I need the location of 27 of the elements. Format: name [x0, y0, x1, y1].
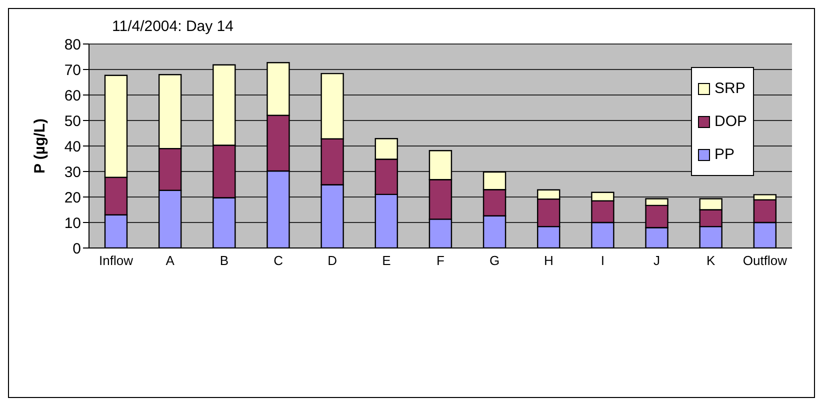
x-tick-label: F	[436, 253, 445, 268]
x-tick-label: J	[654, 253, 660, 268]
y-tick-label: 30	[64, 164, 81, 181]
legend-label: SRP	[714, 80, 746, 97]
y-tick-label: 20	[64, 189, 81, 206]
x-tick-label: H	[544, 253, 554, 268]
x-tick-label: Inflow	[99, 253, 134, 268]
y-tick-label: 40	[64, 138, 81, 156]
legend-label: PP	[714, 146, 734, 163]
y-tick-label: 0	[72, 240, 81, 258]
x-tick-label: G	[490, 253, 500, 268]
x-tick-label: A	[166, 253, 175, 268]
chart-title: 11/4/2004: Day 14	[112, 18, 234, 35]
y-tick-label: 10	[64, 214, 81, 232]
x-tick-label: E	[382, 253, 392, 268]
y-tick-label: 50	[64, 112, 81, 130]
x-tick-label: C	[274, 253, 283, 268]
x-tick-label: K	[706, 253, 716, 268]
y-tick-label: 80	[64, 36, 81, 54]
y-axis-title: P (µg/L)	[31, 118, 48, 174]
x-tick-label: B	[220, 253, 229, 268]
x-tick-label: Outflow	[742, 253, 788, 268]
x-tick-label: D	[328, 253, 338, 268]
x-tick-label: I	[600, 253, 605, 268]
y-tick-label: 70	[64, 62, 81, 79]
legend-label: DOP	[714, 113, 747, 130]
y-tick-label: 60	[64, 87, 81, 104]
